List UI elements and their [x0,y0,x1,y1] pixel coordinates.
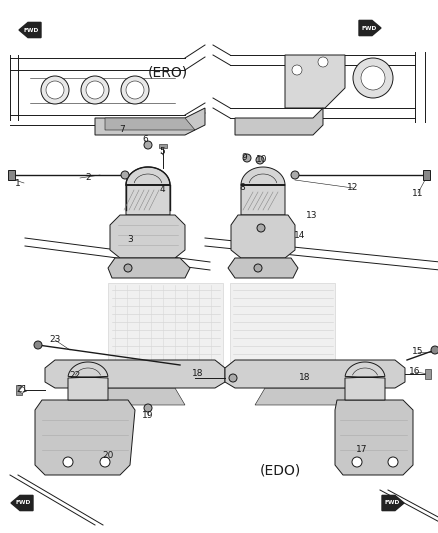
Polygon shape [35,400,135,475]
Circle shape [46,81,64,99]
Circle shape [100,457,110,467]
Polygon shape [235,108,323,135]
Bar [159,144,167,148]
Text: 21: 21 [16,385,28,394]
Bar [425,369,431,379]
Polygon shape [241,167,285,215]
Circle shape [256,156,264,164]
Text: 9: 9 [241,154,247,163]
Circle shape [41,76,69,104]
Circle shape [144,404,152,412]
Circle shape [124,264,132,272]
Text: FWD: FWD [23,28,39,33]
Circle shape [388,457,398,467]
Circle shape [292,65,302,75]
Circle shape [431,346,438,354]
Circle shape [121,171,129,179]
Polygon shape [45,360,225,388]
Circle shape [352,457,362,467]
Polygon shape [108,258,190,278]
Polygon shape [105,118,195,130]
Polygon shape [95,108,205,135]
Text: 12: 12 [347,183,359,192]
Text: 23: 23 [49,335,61,344]
Polygon shape [225,360,405,388]
Text: FWD: FWD [15,500,31,505]
Text: 19: 19 [142,410,154,419]
Polygon shape [11,495,33,511]
Circle shape [81,76,109,104]
Text: 13: 13 [306,211,318,220]
Text: 18: 18 [192,368,204,377]
Text: 11: 11 [412,189,424,198]
Circle shape [229,374,237,382]
Text: 10: 10 [256,156,268,165]
Text: 22: 22 [69,370,81,379]
Polygon shape [285,55,345,108]
Circle shape [257,224,265,232]
Polygon shape [228,258,298,278]
Text: 1: 1 [15,179,21,188]
Text: 6: 6 [142,135,148,144]
Text: 5: 5 [159,148,165,157]
Text: (ERO): (ERO) [148,65,188,79]
Circle shape [254,264,262,272]
Text: 18: 18 [299,373,311,382]
Bar [8,170,15,180]
Circle shape [34,341,42,349]
Text: 7: 7 [119,125,125,134]
Text: 2: 2 [85,174,91,182]
Text: (EDO): (EDO) [259,463,300,477]
Text: 4: 4 [159,185,165,195]
Circle shape [318,57,328,67]
Circle shape [86,81,104,99]
Circle shape [63,457,73,467]
Polygon shape [68,362,108,400]
Circle shape [361,66,385,90]
Polygon shape [359,20,381,36]
Circle shape [126,81,144,99]
Polygon shape [80,388,185,405]
Circle shape [19,387,25,393]
Circle shape [243,154,251,162]
Bar [230,283,335,371]
Polygon shape [231,215,295,258]
Circle shape [121,76,149,104]
Text: 3: 3 [127,236,133,245]
Polygon shape [110,215,185,258]
Text: 20: 20 [102,450,114,459]
Circle shape [353,58,393,98]
Circle shape [144,141,152,149]
Polygon shape [19,22,41,38]
Bar [423,170,430,180]
Text: FWD: FWD [361,26,377,30]
Polygon shape [335,400,413,475]
Text: 15: 15 [412,348,424,357]
Bar [16,385,22,395]
Text: 17: 17 [356,446,368,455]
Text: FWD: FWD [385,500,399,505]
Bar [108,283,223,373]
Circle shape [291,171,299,179]
Polygon shape [126,167,170,215]
Text: 14: 14 [294,230,306,239]
Polygon shape [345,362,385,400]
Polygon shape [382,495,404,511]
Text: 16: 16 [409,367,421,376]
Text: 8: 8 [239,183,245,192]
Polygon shape [255,388,360,405]
